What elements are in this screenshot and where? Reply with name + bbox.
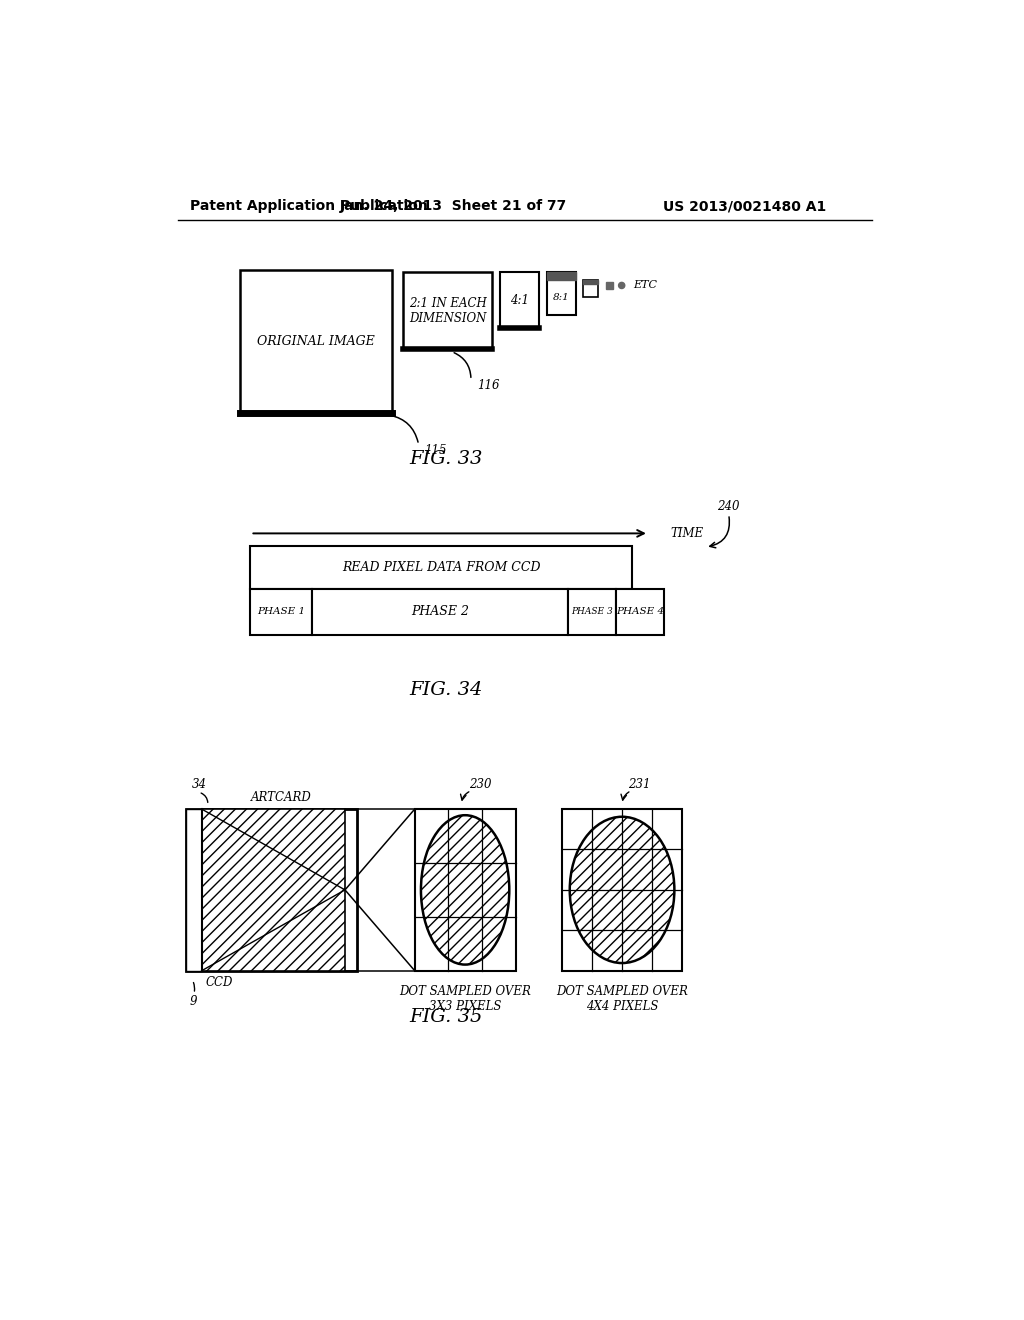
Text: 9: 9 (190, 995, 198, 1008)
Bar (500, 272, 539, 327)
Bar (606, 282, 613, 289)
Text: Patent Application Publication: Patent Application Publication (190, 199, 428, 213)
Text: DOT SAMPLED OVER
3X3 PIXELS: DOT SAMPLED OVER 3X3 PIXELS (399, 985, 531, 1012)
Text: TIME: TIME (671, 527, 703, 540)
Text: 230: 230 (469, 777, 492, 791)
Bar (415, 809, 515, 970)
Text: FIG. 33: FIG. 33 (409, 450, 482, 467)
Text: 116: 116 (477, 379, 500, 392)
Bar (186, 809, 356, 970)
Text: PHASE 1: PHASE 1 (257, 607, 305, 616)
Text: Jan. 24, 2013  Sheet 21 of 77: Jan. 24, 2013 Sheet 21 of 77 (340, 199, 567, 213)
Bar (616, 589, 665, 635)
Bar (241, 271, 391, 413)
Text: FIG. 35: FIG. 35 (409, 1008, 482, 1026)
Text: 115: 115 (424, 444, 446, 457)
Text: PHASE 2: PHASE 2 (412, 606, 469, 619)
Text: READ PIXEL DATA FROM CCD: READ PIXEL DATA FROM CCD (342, 561, 541, 574)
Bar (547, 272, 575, 314)
Bar (202, 809, 345, 970)
Text: FIG. 34: FIG. 34 (409, 681, 482, 698)
Text: 2:1 IN EACH
DIMENSION: 2:1 IN EACH DIMENSION (409, 297, 486, 325)
Bar (583, 280, 598, 297)
Ellipse shape (421, 816, 509, 965)
Bar (251, 589, 312, 635)
Text: 231: 231 (629, 777, 651, 791)
Text: 4:1: 4:1 (510, 293, 528, 306)
Text: 8:1: 8:1 (553, 293, 569, 302)
Text: ETC: ETC (633, 280, 657, 290)
Bar (186, 809, 202, 970)
Bar (403, 272, 493, 350)
Ellipse shape (569, 817, 675, 964)
Bar (312, 589, 568, 635)
Text: US 2013/0021480 A1: US 2013/0021480 A1 (663, 199, 826, 213)
Text: 240: 240 (717, 500, 739, 513)
Text: 34: 34 (193, 777, 207, 791)
Text: CCD: CCD (206, 975, 232, 989)
Circle shape (618, 282, 625, 289)
Bar (562, 809, 682, 970)
Bar (568, 589, 616, 635)
Text: PHASE 4: PHASE 4 (616, 607, 665, 616)
Bar (251, 546, 632, 589)
Text: PHASE 3: PHASE 3 (571, 607, 613, 616)
Text: ORIGINAL IMAGE: ORIGINAL IMAGE (257, 335, 375, 347)
Text: ARTCARD: ARTCARD (251, 791, 311, 804)
Text: DOT SAMPLED OVER
4X4 PIXELS: DOT SAMPLED OVER 4X4 PIXELS (556, 985, 688, 1012)
Bar (583, 280, 598, 284)
Bar (547, 272, 575, 280)
